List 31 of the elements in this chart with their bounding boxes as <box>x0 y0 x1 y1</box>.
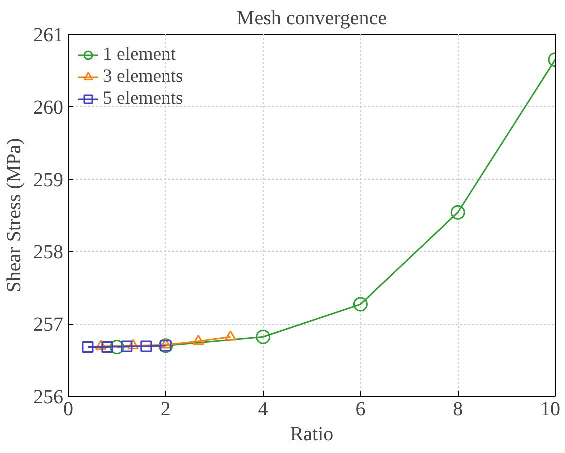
y-tick-label: 258 <box>34 242 64 264</box>
point <box>224 330 236 341</box>
point <box>95 340 107 350</box>
legend-label: 3 elements <box>103 66 184 88</box>
chart-title: Mesh convergence <box>236 8 388 30</box>
y-tick-label: 260 <box>34 96 64 119</box>
point <box>450 205 466 220</box>
point <box>121 340 133 352</box>
legend-label: 1 element <box>103 44 176 66</box>
point <box>353 297 368 312</box>
x-tick-label: 4 <box>258 398 268 420</box>
y-axis-title: Shear Stress (MPa) <box>4 138 26 293</box>
x-tick-label: 10 <box>540 398 560 420</box>
y-tick-label: 261 <box>34 24 64 46</box>
point <box>82 342 94 354</box>
point <box>128 339 140 350</box>
point <box>140 340 152 352</box>
y-tick-label: 256 <box>34 386 64 408</box>
point <box>256 330 271 344</box>
legend-label: 5 elements <box>103 88 184 110</box>
y-tick-label: 257 <box>34 314 64 336</box>
x-tick-label: 0 <box>64 398 74 420</box>
point <box>160 338 172 349</box>
x-tick-label: 8 <box>453 398 464 420</box>
point <box>192 334 204 346</box>
x-axis-title: Ratio <box>290 424 334 446</box>
point <box>110 340 124 355</box>
x-tick-label: 6 <box>356 398 366 420</box>
y-tick-label: 259 <box>34 169 64 192</box>
x-tick-label: 2 <box>160 398 171 420</box>
point <box>102 342 114 354</box>
